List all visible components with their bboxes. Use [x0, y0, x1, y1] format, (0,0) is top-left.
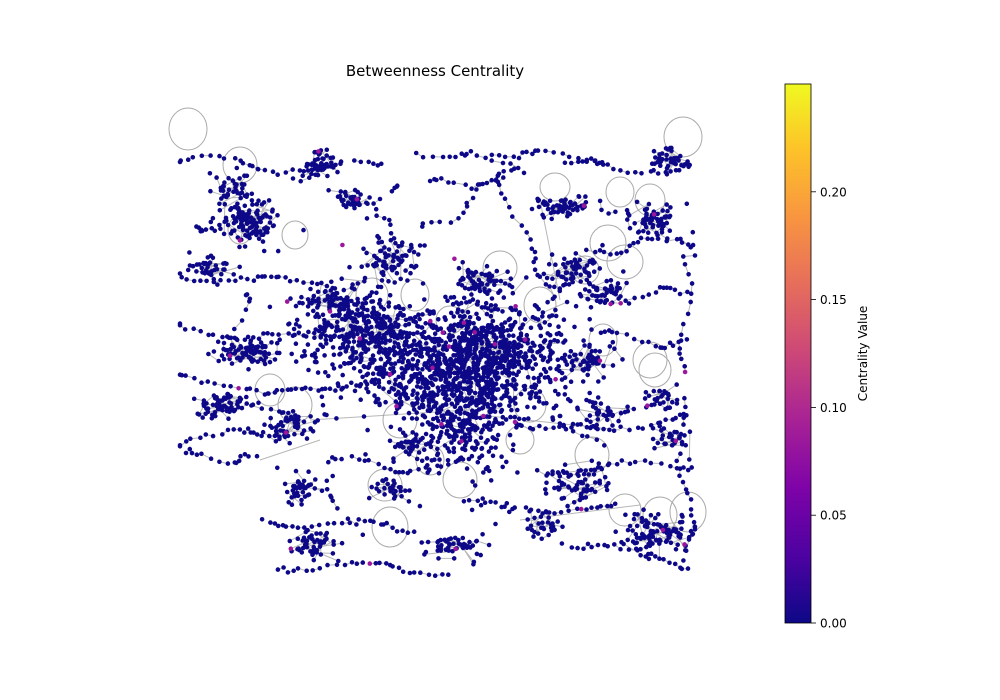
self-loop [281, 220, 309, 250]
colorbar-tick-label: 0.15 [820, 293, 847, 307]
self-loop [608, 493, 642, 527]
colorbar-ticks: 0.00 0.05 0.10 0.15 0.20 [811, 185, 847, 631]
self-loop [371, 506, 409, 548]
self-loop [400, 278, 430, 312]
colorbar-label: Centrality Value [856, 306, 870, 402]
self-loop [663, 116, 703, 158]
self-loop [168, 107, 208, 151]
network-graph [168, 107, 707, 578]
colorbar-tick-label: 0.05 [820, 509, 847, 523]
self-loop [589, 224, 627, 262]
colorbar: 0.00 0.05 0.10 0.15 0.20 Centrality Value [784, 83, 870, 631]
colorbar-tick-label: 0.20 [820, 185, 847, 199]
self-loop [442, 461, 478, 499]
colorbar-tick-label: 0.10 [820, 401, 847, 415]
low-centrality-nodes [177, 145, 698, 578]
self-loop [605, 176, 635, 208]
network-nodes [177, 145, 698, 578]
colorbar-tick-label: 0.00 [820, 617, 847, 631]
colorbar-gradient [784, 83, 812, 624]
self-loop [482, 250, 518, 286]
self-loop [574, 436, 610, 474]
self-loop [638, 352, 672, 388]
chart-title: Betweenness Centrality [346, 62, 524, 80]
self-loop [588, 323, 618, 357]
self-loop [606, 244, 644, 280]
self-loop [539, 172, 571, 202]
self-loop [669, 491, 707, 533]
self-loop [634, 183, 666, 217]
